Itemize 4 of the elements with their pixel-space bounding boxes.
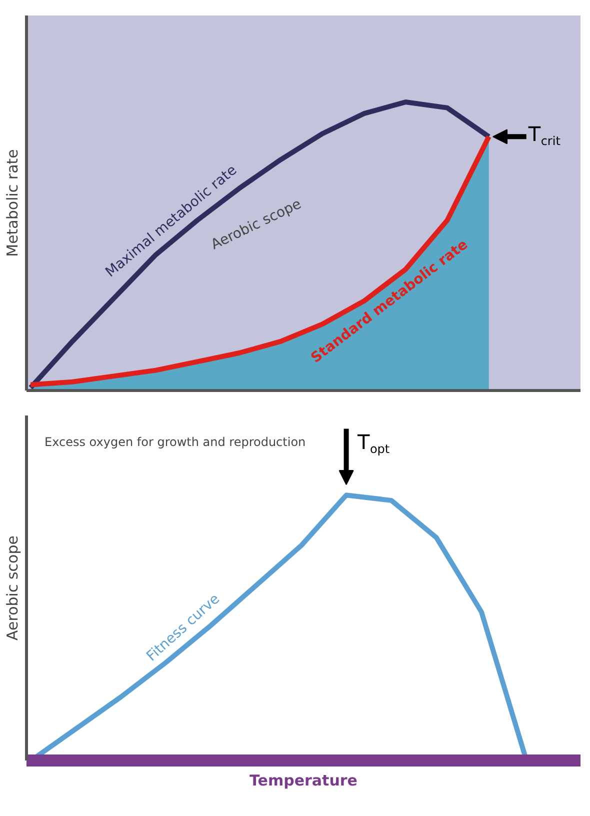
text: Excess oxygen for growth and reproduction xyxy=(44,435,306,450)
y-axis-title: Metabolic rate xyxy=(4,149,22,257)
y-axis-title: Aerobic scope xyxy=(4,536,22,640)
x-axis-title: Temperature xyxy=(250,772,358,790)
